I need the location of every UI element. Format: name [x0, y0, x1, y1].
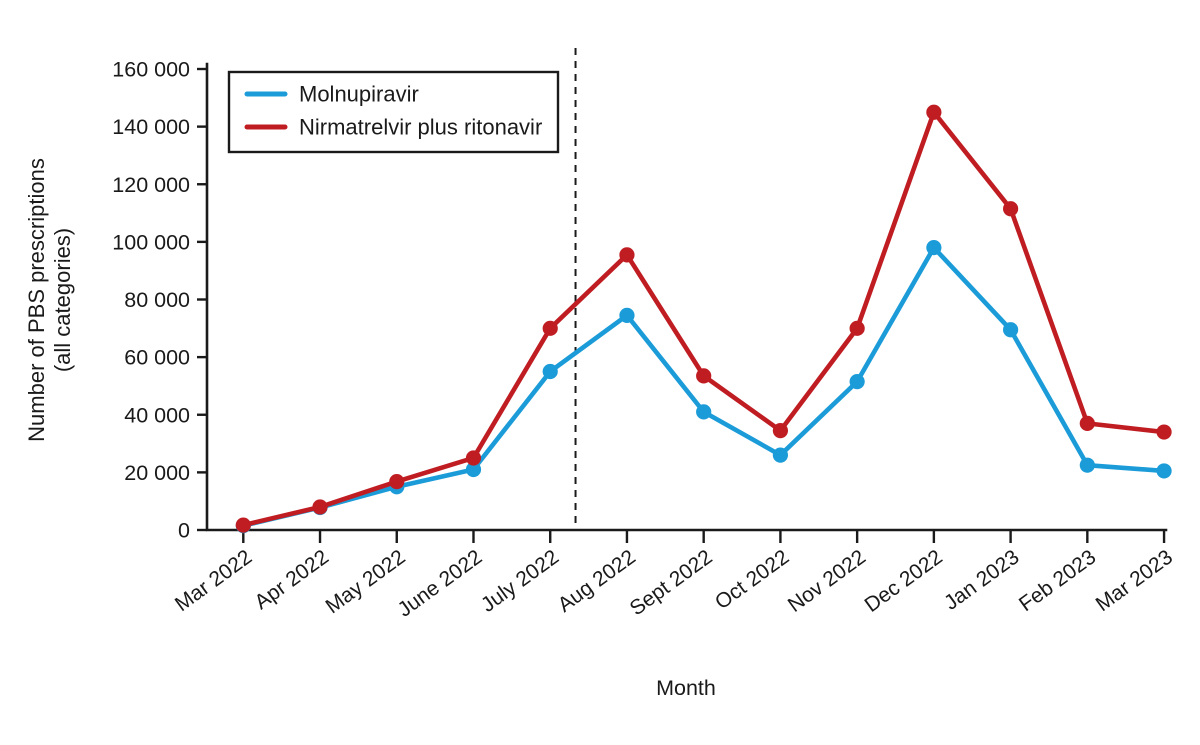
x-tick-label: Mar 2022 — [171, 545, 256, 616]
y-tick-label: 160 000 — [112, 58, 190, 82]
series-molnupiravir-point — [926, 240, 942, 256]
x-tick-label: Jan 2023 — [940, 545, 1023, 614]
y-tick-label: 80 000 — [124, 288, 190, 312]
x-tick-label: Feb 2023 — [1015, 545, 1100, 616]
series-molnupiravir-point — [619, 307, 635, 323]
series-nirmatrelvir-plus-ritonavir-point — [696, 368, 712, 384]
y-tick-label: 40 000 — [124, 403, 190, 427]
series-molnupiravir-point — [465, 461, 482, 478]
x-tick-label: Aug 2022 — [554, 545, 640, 616]
series-nirmatrelvir-plus-ritonavir — [235, 104, 1172, 533]
series-nirmatrelvir-plus-ritonavir-point — [619, 247, 635, 263]
series-nirmatrelvir-plus-ritonavir-point — [389, 473, 405, 490]
y-tick-label: 120 000 — [112, 173, 190, 197]
series-nirmatrelvir-plus-ritonavir-point — [1003, 201, 1019, 217]
series-molnupiravir-point — [849, 374, 865, 390]
y-tick-label: 140 000 — [112, 115, 190, 139]
legend: Molnupiravir Nirmatrelvir plus ritonavir — [227, 70, 560, 154]
series-nirmatrelvir-plus-ritonavir-line — [241, 109, 1167, 528]
series-nirmatrelvir-plus-ritonavir-point — [235, 517, 251, 533]
legend-label-nirmatrelvir-plus-ritonavir: Nirmatrelvir plus ritonavir — [299, 115, 542, 140]
series-nirmatrelvir-plus-ritonavir-point — [465, 450, 482, 466]
x-tick-label: Apr 2022 — [250, 545, 332, 614]
x-tick-label: Dec 2022 — [861, 545, 947, 616]
legend-label-molnupiravir: Molnupiravir — [299, 82, 419, 107]
x-tick-label: June 2022 — [394, 545, 487, 621]
series-nirmatrelvir-plus-ritonavir-point — [312, 499, 328, 515]
y-axis-title-line1: Number of PBS prescriptions — [24, 158, 49, 442]
y-tick-label: 100 000 — [112, 230, 190, 254]
series-nirmatrelvir-plus-ritonavir-point — [849, 320, 865, 336]
y-axis-title-line2: (all categories) — [50, 228, 75, 372]
series-molnupiravir-point — [1079, 457, 1095, 473]
legend-box — [227, 70, 560, 154]
x-axis-title: Month — [656, 676, 716, 700]
series-nirmatrelvir-plus-ritonavir-point — [926, 104, 942, 120]
series-nirmatrelvir-plus-ritonavir-point — [772, 422, 789, 439]
series-nirmatrelvir-plus-ritonavir-point — [1079, 415, 1095, 431]
series-molnupiravir-line — [241, 245, 1167, 528]
y-tick-label: 60 000 — [124, 346, 190, 370]
x-tick-label: Mar 2023 — [1092, 545, 1177, 616]
y-tick-label: 0 — [178, 519, 190, 543]
series-molnupiravir-point — [696, 404, 712, 420]
x-tick-label: July 2022 — [477, 545, 563, 616]
series-molnupiravir-point — [542, 363, 558, 380]
x-tick-label: Oct 2022 — [711, 545, 793, 614]
x-tick-label: Nov 2022 — [784, 545, 870, 616]
series-molnupiravir-point — [772, 447, 789, 463]
series-molnupiravir-point — [1003, 322, 1019, 338]
series-nirmatrelvir-plus-ritonavir-point — [1156, 424, 1172, 440]
x-tick-label: Sept 2022 — [626, 545, 717, 620]
series-nirmatrelvir-plus-ritonavir-point — [542, 320, 558, 336]
series-molnupiravir-point — [1156, 463, 1172, 479]
y-tick-label: 20 000 — [124, 461, 190, 485]
